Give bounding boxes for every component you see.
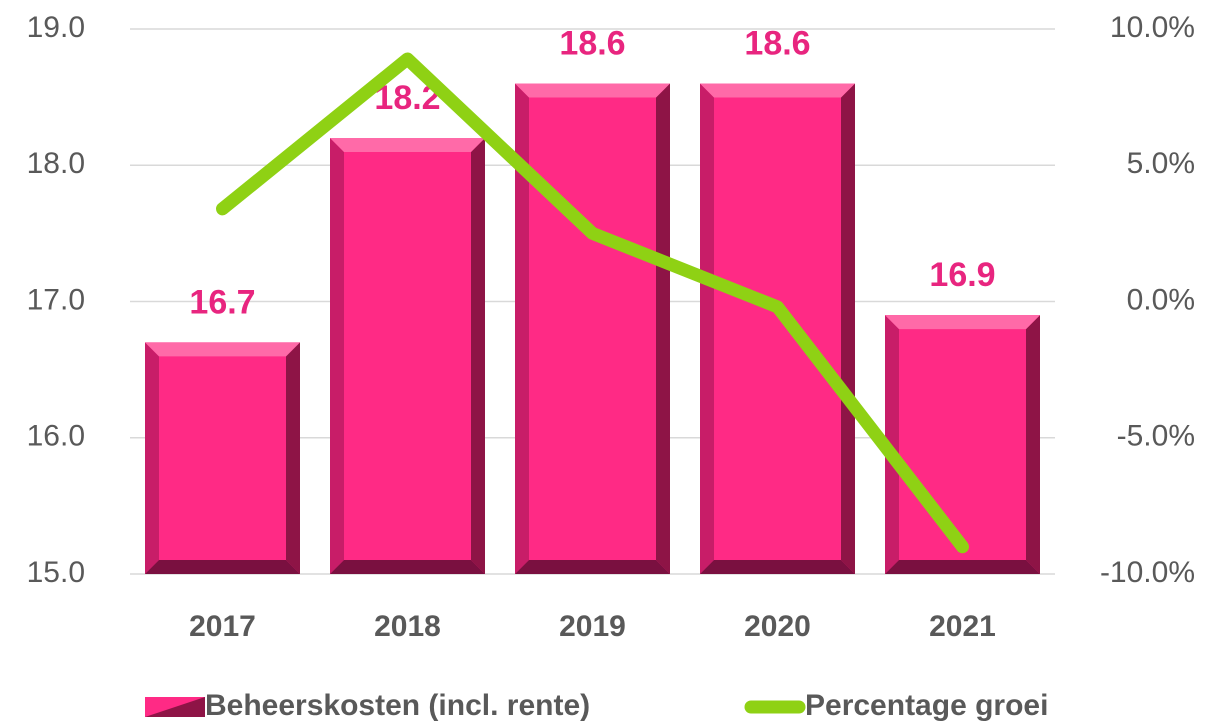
data-label: 18.6 — [559, 24, 625, 62]
y2-tick-label: 5.0% — [1127, 147, 1195, 180]
bar-bevel — [145, 560, 300, 574]
bar-bevel — [145, 342, 159, 574]
bar-bevel — [145, 342, 300, 357]
legend-bevel — [145, 697, 205, 717]
bar — [330, 138, 485, 574]
y2-tick-label: 10.0% — [1110, 11, 1195, 44]
bar-bevel — [515, 560, 670, 574]
data-label: 16.7 — [189, 283, 255, 321]
bar-bevel — [515, 83, 670, 98]
bar-bevel — [1026, 315, 1040, 574]
legend-label: Beheerskosten (incl. rente) — [205, 689, 590, 722]
bar — [145, 342, 300, 574]
bar-bevel — [885, 315, 899, 574]
bar-bevel — [700, 83, 714, 574]
y-tick-label: 19.0 — [27, 11, 85, 44]
line — [216, 52, 969, 554]
bar-bevel — [330, 560, 485, 574]
y-tick-label: 18.0 — [27, 147, 85, 180]
bar — [700, 83, 855, 574]
bar-bevel — [841, 83, 855, 574]
x-tick-label: 2018 — [374, 610, 441, 643]
bar-bevel — [471, 138, 485, 574]
x-tick-label: 2021 — [929, 610, 996, 643]
x-tick-label: 2017 — [189, 610, 256, 643]
y-tick-label: 16.0 — [27, 420, 85, 453]
bar-bevel — [330, 138, 485, 152]
bar — [885, 315, 1040, 574]
y2-tick-label: -10.0% — [1100, 556, 1195, 589]
bar-bevel — [885, 315, 1040, 330]
bar-bevel — [286, 342, 300, 574]
data-label: 16.9 — [929, 256, 995, 294]
bar-bevel — [700, 560, 855, 574]
x-tick-label: 2020 — [744, 610, 811, 643]
bar — [515, 83, 670, 574]
bar-bevel — [515, 83, 529, 574]
legend-label: Percentage groei — [805, 689, 1048, 722]
y2-tick-label: -5.0% — [1117, 420, 1195, 453]
y-tick-label: 17.0 — [27, 283, 85, 316]
bar-bevel — [885, 560, 1040, 574]
bar-bevel — [700, 83, 855, 98]
y2-tick-label: 0.0% — [1127, 283, 1195, 316]
y-tick-label: 15.0 — [27, 556, 85, 589]
bar-bevel — [656, 83, 670, 574]
data-label: 18.6 — [744, 24, 810, 62]
x-tick-label: 2019 — [559, 610, 626, 643]
bar-bevel — [330, 138, 344, 574]
